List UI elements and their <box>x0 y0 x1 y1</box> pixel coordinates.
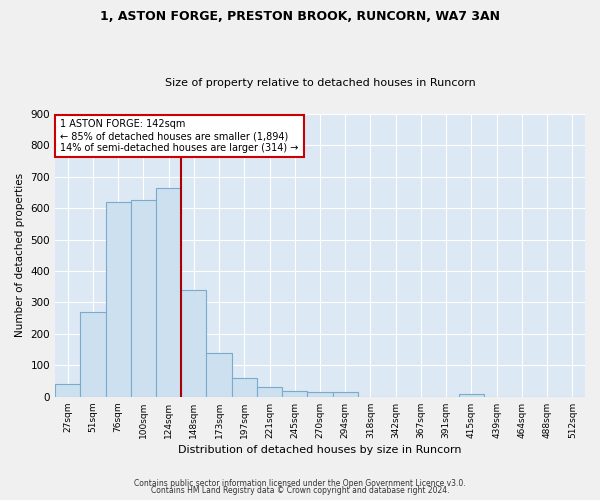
Bar <box>181 290 206 397</box>
Bar <box>257 388 282 397</box>
Bar <box>332 392 358 397</box>
Bar <box>131 200 156 397</box>
Bar <box>106 202 131 397</box>
Text: Contains public sector information licensed under the Open Government Licence v3: Contains public sector information licen… <box>134 478 466 488</box>
Title: Size of property relative to detached houses in Runcorn: Size of property relative to detached ho… <box>164 78 475 88</box>
Text: Contains HM Land Registry data © Crown copyright and database right 2024.: Contains HM Land Registry data © Crown c… <box>151 486 449 495</box>
X-axis label: Distribution of detached houses by size in Runcorn: Distribution of detached houses by size … <box>178 445 462 455</box>
Bar <box>459 394 484 397</box>
Y-axis label: Number of detached properties: Number of detached properties <box>15 173 25 338</box>
Text: 1 ASTON FORGE: 142sqm
← 85% of detached houses are smaller (1,894)
14% of semi-d: 1 ASTON FORGE: 142sqm ← 85% of detached … <box>61 120 299 152</box>
Bar <box>307 392 332 397</box>
Bar <box>206 353 232 397</box>
Bar <box>80 312 106 397</box>
Bar <box>55 384 80 397</box>
Bar <box>282 390 307 397</box>
Bar <box>232 378 257 397</box>
Text: 1, ASTON FORGE, PRESTON BROOK, RUNCORN, WA7 3AN: 1, ASTON FORGE, PRESTON BROOK, RUNCORN, … <box>100 10 500 23</box>
Bar <box>156 188 181 397</box>
